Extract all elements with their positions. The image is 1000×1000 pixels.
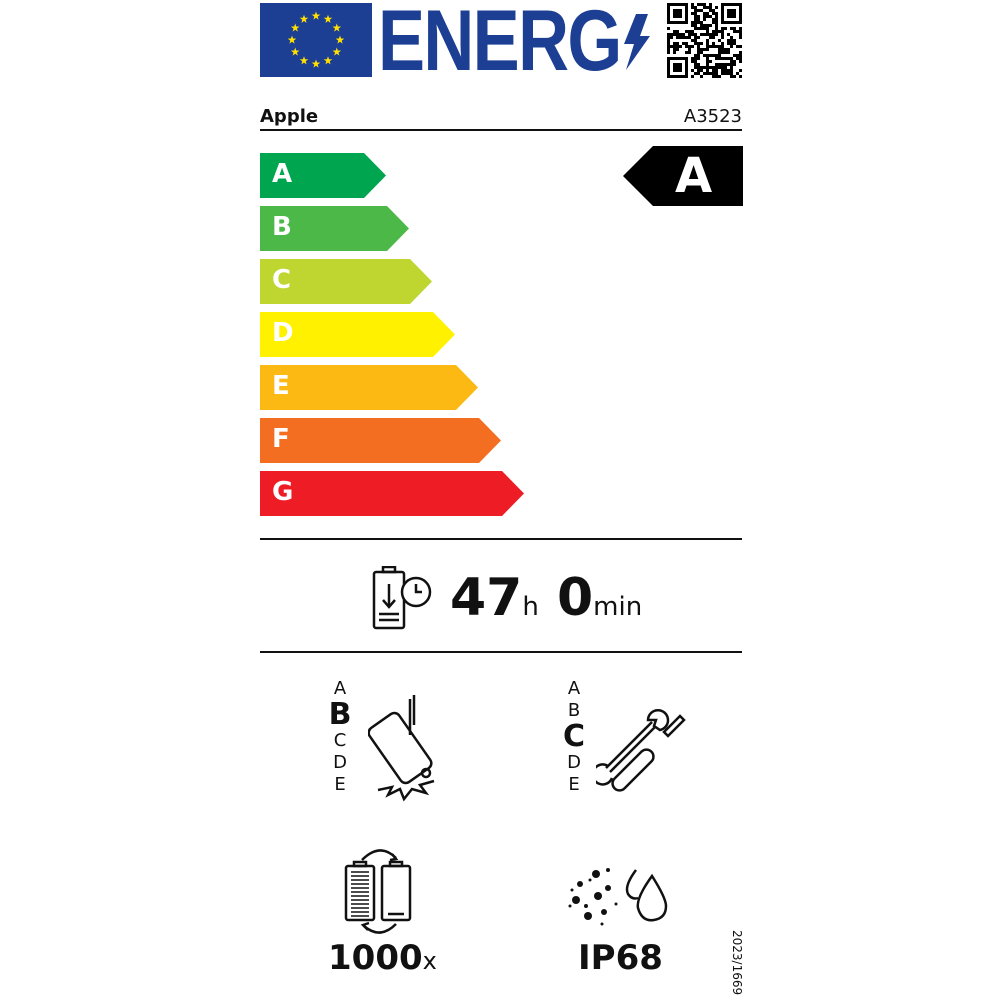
energy-class-bar-f: F <box>260 418 501 463</box>
qr-code-icon[interactable] <box>667 3 742 78</box>
battery-cycles-icon <box>344 849 412 934</box>
battery-endurance-icon <box>372 566 432 630</box>
scale-letter-b: B <box>567 700 581 721</box>
hours-value: 47 <box>450 568 523 628</box>
scale-letter-e: E <box>568 774 580 795</box>
energy-class-bar-a: A <box>260 153 386 198</box>
scale-letter-d: D <box>567 752 581 773</box>
rating-arrow: A <box>623 146 743 206</box>
phone-drop-icon <box>368 695 435 802</box>
supplier-name: Apple <box>260 106 319 127</box>
minutes-unit: min <box>593 592 643 622</box>
lightning-icon <box>624 14 650 70</box>
energy-class-letter: E <box>272 371 290 401</box>
cycles-unit: x <box>422 947 437 975</box>
scale-letter-c: C <box>333 730 347 751</box>
energy-class-bar-e: E <box>260 365 478 410</box>
energy-class-letter: G <box>272 477 294 507</box>
scale-letter-c: C <box>562 719 586 754</box>
eu-flag-icon <box>260 3 372 77</box>
energy-class-bar-b: B <box>260 206 409 251</box>
energy-class-bar-d: D <box>260 312 455 357</box>
battery-endurance-value: 47h 0min <box>450 568 642 637</box>
scale-letter-a: A <box>567 678 581 699</box>
wrench-screwdriver-icon <box>596 708 686 792</box>
cycles-number: 1000 <box>328 938 423 978</box>
energy-class-letter: B <box>272 212 292 242</box>
battery-cycles-value: 1000x <box>328 938 437 978</box>
energy-class-letter: A <box>272 159 293 189</box>
ingress-protection-rating: IP68 <box>578 938 663 978</box>
energy-class-letter: F <box>272 424 290 454</box>
energy-class-bar-g: G <box>260 471 524 516</box>
energy-logo-text: ENERG <box>378 0 622 89</box>
energy-class-letter: D <box>272 318 294 348</box>
rating-letter: A <box>675 148 713 204</box>
energy-class-bar-c: C <box>260 259 432 304</box>
divider <box>260 651 742 653</box>
model-identifier: A3523 <box>683 106 742 127</box>
scale-letter-e: E <box>334 774 346 795</box>
divider <box>260 129 742 131</box>
scale-letter-a: A <box>333 678 347 699</box>
scale-letter-b: B <box>328 697 352 732</box>
minutes-value: 0 <box>556 568 594 628</box>
hours-unit: h <box>522 592 539 622</box>
dust-water-icon <box>568 868 668 926</box>
energy-class-letter: C <box>272 265 292 295</box>
scale-letter-d: D <box>333 752 347 773</box>
divider <box>260 538 742 540</box>
regulation-number: 2023/1669 <box>730 930 744 996</box>
